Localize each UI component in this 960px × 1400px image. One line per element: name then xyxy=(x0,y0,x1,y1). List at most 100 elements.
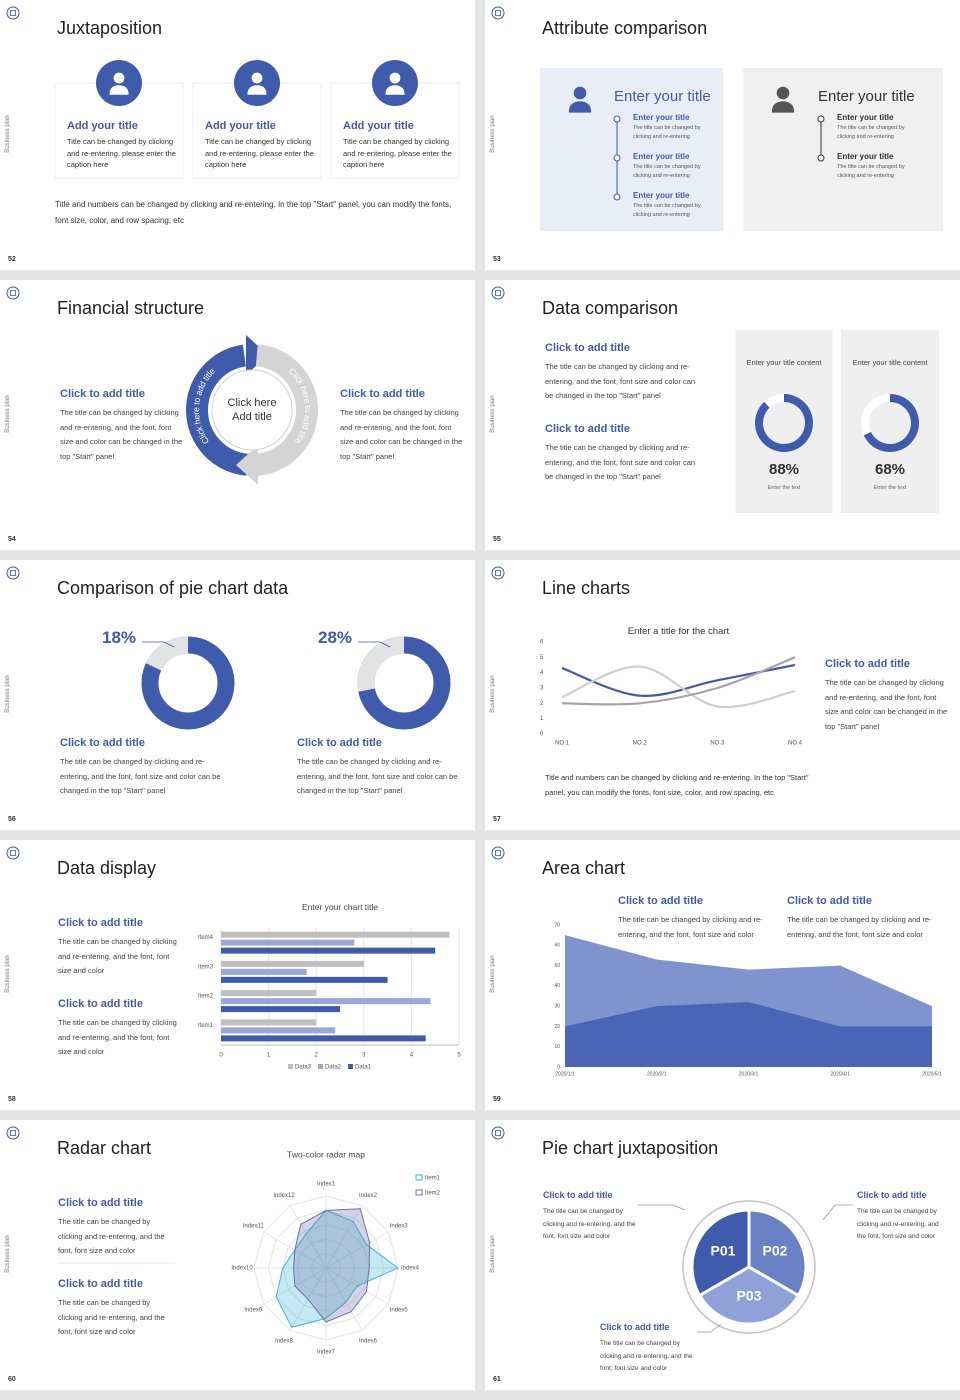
block-title: Click to add title xyxy=(545,342,630,354)
logo xyxy=(6,566,20,580)
y-tick-label: 2 xyxy=(540,701,544,707)
radar-spoke xyxy=(289,1205,327,1269)
card-title: Add your title xyxy=(67,120,138,132)
icon-body xyxy=(771,101,795,113)
block-title: Click to add title xyxy=(58,917,143,929)
logo-mark xyxy=(495,1130,501,1136)
leader-line xyxy=(358,641,391,648)
block-title: Click to add title xyxy=(60,737,145,749)
cycle-arrow xyxy=(186,344,249,476)
logo xyxy=(6,286,20,300)
category-label: Item4 xyxy=(198,935,214,941)
panel-title: Enter your title xyxy=(818,88,915,105)
card-heading: Enter your title content xyxy=(746,358,822,367)
panel-title: Enter your title xyxy=(614,88,711,105)
item-title: Enter your title xyxy=(837,152,894,161)
page-number: 53 xyxy=(493,256,501,263)
block-text: The title can be changed by clicking and… xyxy=(857,1208,939,1240)
logo xyxy=(491,566,505,580)
slide-title: Financial structure xyxy=(57,298,205,318)
area xyxy=(565,1002,932,1067)
legend-label: Data3 xyxy=(295,1065,312,1071)
logo-mark xyxy=(10,1130,16,1136)
legend-swatch xyxy=(318,1064,323,1069)
category-label: Index1 xyxy=(317,1182,336,1188)
panel xyxy=(540,68,723,231)
y-tick-label: 0 xyxy=(557,1064,560,1070)
icon-head xyxy=(251,72,263,84)
radar-area xyxy=(293,1208,371,1323)
bar xyxy=(221,939,355,946)
legend-swatch xyxy=(348,1064,353,1069)
segment-label: P02 xyxy=(763,1243,788,1259)
item-text: The title can be changed by clicking and… xyxy=(837,125,905,140)
y-tick-label: 40 xyxy=(554,983,560,989)
category-label: Index2 xyxy=(359,1193,378,1199)
bar xyxy=(221,968,307,975)
slide: 0 1 2 3 4 5 Item1 Item2 Item3 Item4 Data3 Data2 Data… xyxy=(0,840,475,1110)
legend-swatch xyxy=(415,1189,423,1196)
page-number: 52 xyxy=(8,256,16,263)
block-text: The title can be changed by clicking and… xyxy=(600,1340,693,1372)
bar xyxy=(221,1019,317,1026)
item-text: The title can be changed by clicking and… xyxy=(633,164,701,179)
value-label: 28% xyxy=(318,628,353,647)
y-tick-label: 5 xyxy=(540,655,544,661)
legend-swatch xyxy=(288,1064,293,1069)
page-number: 58 xyxy=(8,1096,16,1103)
leader-line xyxy=(822,1204,853,1221)
page-number: 54 xyxy=(8,536,16,543)
line xyxy=(561,663,796,697)
legend-label: Data2 xyxy=(325,1065,342,1071)
card xyxy=(841,330,939,513)
item-title: Enter your title xyxy=(633,191,690,200)
page-number: 59 xyxy=(493,1096,501,1103)
y-tick-label: 1 xyxy=(540,716,544,722)
slide: 0 1 2 3 4 5 6 NO.1 NO.2 NO.3 NO.4 Business plan 57 Li… xyxy=(485,560,960,830)
logo xyxy=(6,6,20,20)
item-text: The title can be changed by clicking and… xyxy=(633,203,701,218)
center-circle xyxy=(211,369,293,451)
logo-mark xyxy=(495,570,501,576)
slide-title: Pie chart juxtaposition xyxy=(542,1138,719,1158)
y-tick-label: 20 xyxy=(554,1024,560,1030)
center-text: Add title xyxy=(232,411,272,423)
icon-head xyxy=(573,86,587,100)
timeline-dot xyxy=(817,154,825,162)
block-title: Click to add title xyxy=(58,998,143,1010)
block-title: Click to add title xyxy=(340,388,425,400)
block-title: Click to add title xyxy=(600,1322,670,1332)
category-label: Index6 xyxy=(359,1338,378,1344)
category-label: Index4 xyxy=(401,1266,420,1272)
legend-label: Item1 xyxy=(425,1176,441,1182)
block-text: The title can be changed by clicking and… xyxy=(545,443,696,481)
block-text: The title can be changed by clicking and… xyxy=(58,1298,165,1336)
cycle-arrow xyxy=(255,344,318,476)
card-text: Title can be changed by clicking and re-… xyxy=(343,137,452,169)
block-title: Click to add title xyxy=(58,1197,143,1209)
value-label: 18% xyxy=(102,628,137,647)
radar-spoke xyxy=(325,1267,363,1331)
item-title: Enter your title xyxy=(633,152,690,161)
page-number: 57 xyxy=(493,816,501,823)
slide: P01 P02 P03 Business plan 61 Pie chart juxtap… xyxy=(485,1120,960,1390)
icon-head xyxy=(389,72,401,84)
slide-graphics: P01 P02 P03 xyxy=(491,1126,853,1334)
chart-title: Two-color radar map xyxy=(287,1149,365,1159)
pie-segment xyxy=(697,1265,801,1326)
timeline-dot xyxy=(613,154,621,162)
logo xyxy=(6,1126,20,1140)
logo-mark xyxy=(10,570,16,576)
y-tick-label: 30 xyxy=(554,1003,560,1009)
item-title: Enter your title xyxy=(837,113,894,122)
block-title: Click to add title xyxy=(618,895,703,907)
chart-title: Enter a title for the chart xyxy=(627,626,730,637)
category-label: Index10 xyxy=(231,1266,253,1272)
x-tick-label: 2020/2/1 xyxy=(647,1071,667,1077)
slide: Business plan 56 Comparison of pie chart d… xyxy=(0,560,475,830)
page-number: 60 xyxy=(8,1376,16,1383)
block-title: Click to add title xyxy=(297,737,382,749)
line xyxy=(561,665,796,709)
slide-title: Attribute comparison xyxy=(542,18,708,38)
block-title: Click to add title xyxy=(60,388,145,400)
